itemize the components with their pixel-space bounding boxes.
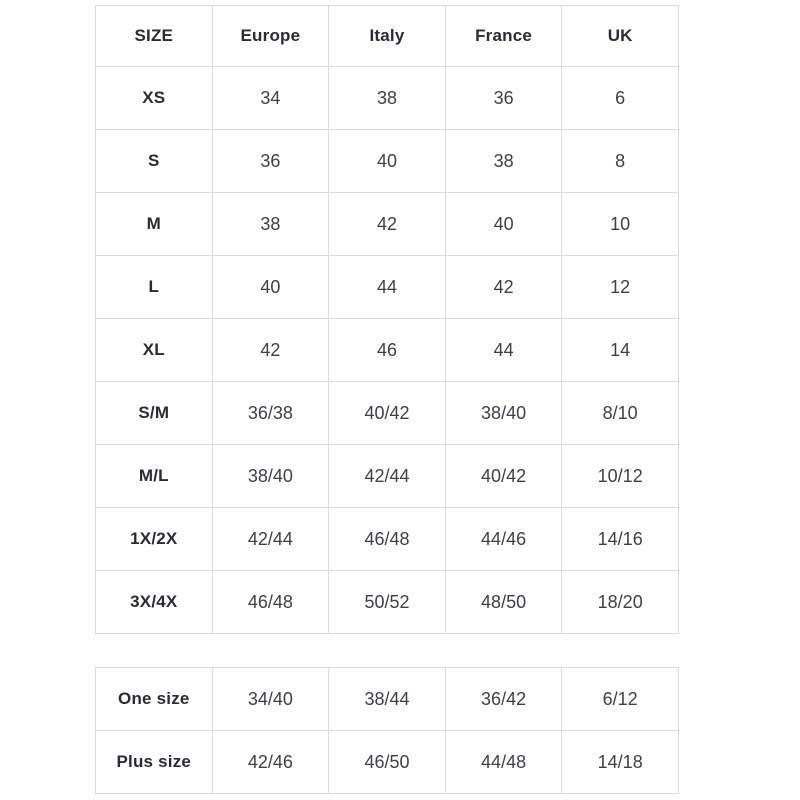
table-cell: 38/44 [328,667,446,731]
row-header: 1X/2X [95,507,213,571]
table-cell: 42 [328,192,446,256]
table-cell: 40 [211,255,330,319]
row-header: One size [95,667,213,731]
table-cell: 42 [211,318,330,382]
table-cell: 42 [444,255,563,319]
row-header: Plus size [95,730,213,794]
table-cell: 14/16 [561,507,679,571]
special-sizes-table: One size 34/40 38/44 36/42 6/12 Plus size 42/4… [95,667,679,794]
table-cell: 38 [328,66,446,130]
row-header: S [95,129,213,193]
row-header: S/M [95,381,213,445]
table-cell: 10/12 [561,444,679,508]
table-cell: 46 [328,318,446,382]
column-header: UK [561,5,679,67]
size-table-header: SIZE Europe Italy France UK [95,5,679,67]
row-header: XS [95,66,213,130]
table-row: 1X/2X 42/44 46/48 44/46 14/16 [95,507,679,571]
table-row: XL 42 46 44 14 [95,318,679,382]
special-sizes-table-body: One size 34/40 38/44 36/42 6/12 Plus size 42/4… [95,667,679,794]
table-cell: 42/44 [328,444,446,508]
table-cell: 14 [561,318,679,382]
table-row: M/L 38/40 42/44 40/42 10/12 [95,444,679,508]
table-cell: 36/38 [211,381,330,445]
table-cell: 40 [444,192,563,256]
table-cell: 38 [211,192,330,256]
size-conversion-table: SIZE Europe Italy France UK XS 34 38 36 6 S 36 40 38… [95,5,679,634]
table-cell: 38/40 [211,444,330,508]
row-header: M [95,192,213,256]
table-cell: 44 [328,255,446,319]
table-row: M 38 42 40 10 [95,192,679,256]
table-cell: 10 [561,192,679,256]
table-cell: 40/42 [328,381,446,445]
table-cell: 36 [444,66,563,130]
table-cell: 36/42 [444,667,563,731]
table-cell: 40 [328,129,446,193]
table-row: 3X/4X 46/48 50/52 48/50 18/20 [95,570,679,634]
table-row: S/M 36/38 40/42 38/40 8/10 [95,381,679,445]
table-cell: 34/40 [211,667,330,731]
column-header: Italy [328,5,446,67]
table-cell: 36 [211,129,330,193]
table-cell: 44/48 [444,730,563,794]
table-cell: 6 [561,66,679,130]
column-header: France [444,5,563,67]
table-cell: 38 [444,129,563,193]
table-cell: 8/10 [561,381,679,445]
table-row: L 40 44 42 12 [95,255,679,319]
table-cell: 48/50 [444,570,563,634]
table-cell: 12 [561,255,679,319]
table-row: S 36 40 38 8 [95,129,679,193]
table-cell: 42/46 [211,730,330,794]
table-cell: 6/12 [561,667,679,731]
column-header-size: SIZE [95,5,213,67]
table-cell: 14/18 [561,730,679,794]
table-cell: 18/20 [561,570,679,634]
table-cell: 42/44 [211,507,330,571]
table-cell: 40/42 [444,444,563,508]
table-cell: 50/52 [328,570,446,634]
row-header: 3X/4X [95,570,213,634]
table-cell: 44 [444,318,563,382]
header-row: SIZE Europe Italy France UK [95,5,679,67]
table-row: One size 34/40 38/44 36/42 6/12 [95,667,679,731]
table-row: XS 34 38 36 6 [95,66,679,130]
table-cell: 46/50 [328,730,446,794]
column-header: Europe [211,5,330,67]
table-cell: 34 [211,66,330,130]
table-cell: 46/48 [328,507,446,571]
table-cell: 46/48 [211,570,330,634]
row-header: XL [95,318,213,382]
row-header: L [95,255,213,319]
table-cell: 8 [561,129,679,193]
size-table-body: XS 34 38 36 6 S 36 40 38 8 M 38 42 40 10 L 40 44 42 12 XL 42 4… [95,66,679,634]
table-row: Plus size 42/46 46/50 44/48 14/18 [95,730,679,794]
table-cell: 44/46 [444,507,563,571]
row-header: M/L [95,444,213,508]
table-gap [95,634,800,667]
table-cell: 38/40 [444,381,563,445]
